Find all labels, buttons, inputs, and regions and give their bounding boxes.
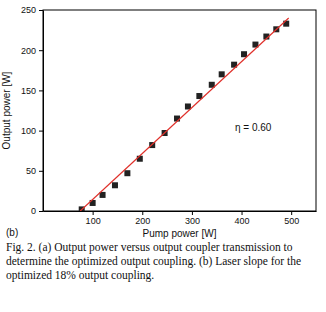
x-tick-label: 200 bbox=[135, 216, 150, 226]
y-tick-mark bbox=[39, 131, 43, 132]
x-tick-mark bbox=[93, 211, 94, 215]
x-tick-mark bbox=[192, 211, 193, 215]
x-axis-line bbox=[44, 211, 317, 212]
y-tick-label: 100 bbox=[21, 126, 36, 136]
y-tick: 0 bbox=[31, 206, 43, 216]
data-point bbox=[112, 182, 118, 188]
x-tick: 400 bbox=[235, 211, 250, 226]
caption: Fig. 2. (a) Output power versus output c… bbox=[6, 240, 320, 282]
x-tick-label: 500 bbox=[284, 216, 299, 226]
y-tick-label: 0 bbox=[31, 206, 36, 216]
y-axis-line bbox=[43, 11, 44, 212]
y-tick-mark bbox=[39, 50, 43, 51]
y-tick-mark bbox=[39, 90, 43, 91]
x-tick-label: 100 bbox=[86, 216, 101, 226]
x-axis-title: Pump power [W] bbox=[143, 228, 217, 239]
y-tick: 200 bbox=[21, 46, 43, 56]
y-tick: 50 bbox=[26, 166, 43, 176]
x-axis: 100 200 300 400 500 bbox=[44, 211, 317, 226]
x-tick: 100 bbox=[86, 211, 101, 226]
x-tick: 200 bbox=[135, 211, 150, 226]
y-tick-mark bbox=[39, 10, 43, 11]
x-tick: 300 bbox=[185, 211, 200, 226]
plot-frame bbox=[43, 10, 316, 211]
y-tick-mark bbox=[39, 171, 43, 172]
y-axis: 0 50 100 150 200 250 bbox=[21, 5, 44, 216]
data-point bbox=[219, 71, 225, 77]
x-tick-mark bbox=[291, 211, 292, 215]
y-tick: 250 bbox=[21, 5, 43, 15]
y-tick-label: 50 bbox=[26, 166, 36, 176]
data-point bbox=[241, 51, 247, 57]
annotation: η = 0.60 bbox=[235, 122, 272, 133]
fit-line bbox=[80, 18, 288, 211]
x-tick: 500 bbox=[284, 211, 299, 226]
y-axis-title: Output power [W] bbox=[1, 71, 12, 149]
x-tick-mark bbox=[142, 211, 143, 215]
y-tick: 100 bbox=[21, 126, 43, 136]
y-tick-label: 150 bbox=[21, 86, 36, 96]
annotation: (b) bbox=[6, 227, 18, 238]
chart: 100 200 300 400 500 0 50 100 150 200 250 Pump power… bbox=[0, 0, 326, 240]
y-tick-label: 250 bbox=[21, 5, 36, 15]
x-tick-mark bbox=[242, 211, 243, 215]
y-tick-mark bbox=[39, 211, 43, 212]
x-tick-label: 400 bbox=[235, 216, 250, 226]
y-tick: 150 bbox=[21, 86, 43, 96]
data-point bbox=[124, 170, 130, 176]
y-tick-label: 200 bbox=[21, 46, 36, 56]
x-tick-label: 300 bbox=[185, 216, 200, 226]
plot-area bbox=[79, 18, 290, 211]
